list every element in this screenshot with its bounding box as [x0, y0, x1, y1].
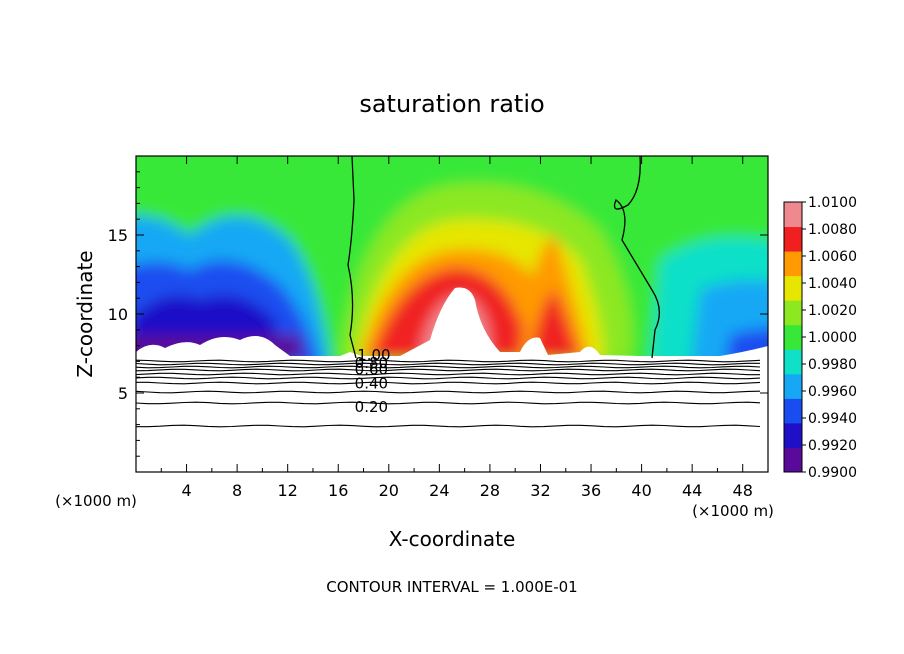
x-tick-label: 48 — [733, 481, 753, 500]
colorbar-label: 0.9920 — [808, 438, 857, 454]
x-tick-label: 36 — [581, 481, 601, 500]
contour-horizontal-line — [136, 362, 760, 366]
contour-horizontal-line — [136, 368, 761, 372]
contour-horizontal-line — [136, 424, 761, 428]
x-tick-label: 32 — [530, 481, 550, 500]
contour-label: 0.80 — [355, 354, 388, 372]
colorbar-label: 1.0100 — [808, 195, 857, 211]
contour-horizontal-line — [136, 372, 760, 376]
contour-label: 1.00 — [357, 346, 390, 364]
contour-horizontal-line — [136, 401, 761, 405]
colorbar-swatch — [784, 226, 802, 252]
x-unit-label-right: (×1000 m) — [692, 502, 774, 520]
colorbar-swatch — [784, 300, 802, 326]
contour-labels: 1.000.800.600.40 0.20 — [355, 346, 391, 416]
y-tick-label: 10 — [108, 305, 128, 324]
contour-horizontal-line — [136, 376, 761, 380]
colorbar-label: 1.0020 — [808, 303, 857, 319]
field-patch — [530, 290, 580, 360]
y-axis-label: Z-coordinate — [73, 250, 97, 377]
colorbar-swatch — [784, 422, 802, 448]
colorbar-swatch — [784, 275, 802, 301]
x-tick-label: 12 — [278, 481, 298, 500]
contour-horizontal-line — [136, 365, 761, 369]
colorbar-label: 0.9940 — [808, 411, 857, 427]
y-tick-label: 15 — [108, 226, 128, 245]
y-tick-label: 5 — [118, 384, 128, 403]
colorbar: 0.9900 0.9920 0.9940 0.9960 0.9980 1.0000 1.00… — [783, 195, 857, 481]
contour-1-00-right — [613, 156, 660, 359]
x-tick-label: 16 — [328, 481, 348, 500]
x-unit-label-left: (×1000 m) — [55, 492, 137, 510]
colorbar-label: 1.0080 — [808, 222, 857, 238]
contour-horizontal-line — [136, 359, 761, 363]
x-tick-label: 4 — [181, 481, 191, 500]
colorbar-label: 1.0060 — [808, 249, 857, 265]
white-region-shape — [136, 287, 768, 472]
colorbar-swatch — [784, 447, 802, 473]
contour-horizontal-line — [136, 381, 761, 385]
contour-label: 0.40 — [355, 375, 388, 393]
x-axis-ticks: 4 8 12 16 20 24 28 32 36 40 44 48 — [160, 156, 753, 500]
x-tick-label: 40 — [631, 481, 651, 500]
colorbar-label: 1.0000 — [808, 330, 857, 346]
plot-area — [136, 156, 768, 472]
colorbar-swatch — [784, 202, 802, 228]
x-axis-label: X-coordinate — [389, 527, 516, 551]
contour-1-00-left — [347, 156, 357, 359]
x-tick-label: 20 — [379, 481, 399, 500]
chart-title: saturation ratio — [359, 90, 544, 118]
contour-interval-text: CONTOUR INTERVAL = 1.000E-01 — [326, 578, 577, 596]
x-tick-label: 8 — [232, 481, 242, 500]
colorbar-label: 0.9960 — [808, 384, 857, 400]
contour-label: 0.60 — [355, 360, 388, 378]
colorbar-label: 0.9980 — [808, 357, 857, 373]
contour-label: 0.20 — [355, 398, 388, 416]
contour-horizontal-line — [136, 390, 761, 394]
colorbar-swatch — [784, 349, 802, 375]
colorbar-label: 1.0040 — [808, 276, 857, 292]
y-axis-ticks: 5 10 15 — [108, 171, 768, 457]
colorbar-swatch — [784, 373, 802, 399]
subsaturated-white-region — [136, 287, 768, 472]
contour-lines — [136, 156, 761, 428]
colorbar-swatch — [784, 251, 802, 277]
x-tick-label: 24 — [429, 481, 449, 500]
x-tick-label: 44 — [682, 481, 702, 500]
colorbar-swatch — [784, 398, 802, 424]
colorbar-swatch — [784, 324, 802, 350]
x-tick-label: 28 — [480, 481, 500, 500]
colorbar-label: 0.9900 — [808, 465, 857, 481]
